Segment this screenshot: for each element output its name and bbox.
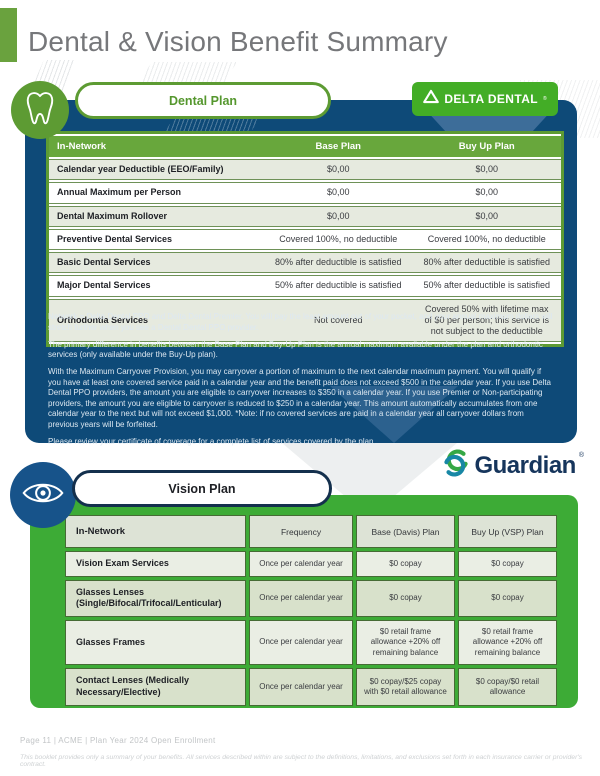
note-paragraph: Please review your certificate of covera… [48, 436, 376, 446]
vision-plan-header-pill: Vision Plan [72, 470, 332, 507]
row-label: Annual Maximum per Person [49, 182, 265, 204]
dental-plan-label: Dental Plan [168, 93, 238, 108]
row-label: Glasses Lenses (Single/Bifocal/Trifocal/… [65, 579, 247, 618]
page-title: Dental & Vision Benefit Summary [28, 26, 448, 57]
tooth-icon [23, 89, 57, 132]
footer-pageline: Page 11 | ACME | Plan Year 2024 Open Enr… [20, 736, 216, 745]
frequency-value: Once per calendar year [249, 579, 353, 618]
buyup-plan-value: $0 retail frame allowance +20% off remai… [457, 620, 557, 666]
registered-mark: ® [543, 96, 547, 102]
vision-table-header-row: In-Network Frequency Base (Davis) Plan B… [65, 515, 557, 548]
buyup-plan-value: 80% after deductible is satisfied [412, 252, 561, 274]
buyup-plan-value: $0,00 [412, 159, 561, 181]
column-header: Buy Up Plan [412, 136, 561, 157]
buyup-plan-value: Covered 100%, no deductible [412, 228, 561, 250]
note-paragraph: With the Maximum Carryover Provision, yo… [48, 367, 551, 429]
base-plan-value: $0,00 [264, 205, 413, 227]
frequency-value: Once per calendar year [249, 620, 353, 666]
eye-icon [21, 478, 65, 513]
column-header: Buy Up (VSP) Plan [457, 515, 557, 548]
row-label: Orthodontia Services [49, 298, 265, 343]
base-plan-value: $0 copay [355, 579, 455, 618]
dental-benefits-table: In-Network Base Plan Buy Up Plan Calenda… [46, 131, 564, 348]
table-row: Calendar year Deductible (EEO/Family) $0… [49, 159, 561, 181]
dental-plan-header-pill: Dental Plan [75, 82, 331, 119]
column-header: In-Network [65, 515, 247, 548]
row-label: Glasses Frames [65, 620, 247, 666]
delta-dental-logo: DELTA DENTAL ® [412, 82, 558, 116]
vision-plan-label: Vision Plan [168, 481, 236, 496]
buyup-plan-value: $0 copay [457, 579, 557, 618]
base-plan-value: Covered 100%, no deductible [264, 228, 413, 250]
table-row: Major Dental Services 50% after deductib… [49, 275, 561, 297]
dental-table-header-row: In-Network Base Plan Buy Up Plan [49, 136, 561, 157]
column-header: In-Network [49, 136, 265, 157]
table-row: Glasses Frames Once per calendar year $0… [65, 620, 557, 666]
vision-icon-badge [10, 462, 76, 528]
base-plan-value: $0,00 [264, 159, 413, 181]
note-paragraph: Network = Delta Dental PPO and Delta Den… [48, 312, 553, 332]
guardian-logo: Guardian ® [441, 448, 584, 483]
base-plan-value: 80% after deductible is satisfied [264, 252, 413, 274]
base-plan-value: Not covered [264, 298, 413, 343]
row-label: Vision Exam Services [65, 551, 247, 577]
dental-icon-badge [11, 81, 69, 139]
buyup-plan-value: $0,00 [412, 182, 561, 204]
row-label: Calendar year Deductible (EEO/Family) [49, 159, 265, 181]
guardian-swirl-icon [441, 448, 471, 483]
table-row: Glasses Lenses (Single/Bifocal/Trifocal/… [65, 579, 557, 618]
vision-benefits-table: In-Network Frequency Base (Davis) Plan B… [62, 512, 560, 709]
dental-plan-notes: Network = Delta Dental PPO and Delta Den… [48, 312, 556, 454]
guardian-wordmark: Guardian [474, 451, 576, 479]
row-label: Preventive Dental Services [49, 228, 265, 250]
table-row: Vision Exam Services Once per calendar y… [65, 551, 557, 577]
note-paragraph: The primary difference in benefits betwe… [48, 339, 543, 360]
column-header: Base (Davis) Plan [355, 515, 455, 548]
base-plan-value: 50% after deductible is satisfied [264, 275, 413, 297]
buyup-plan-value: 50% after deductible is satisfied [412, 275, 561, 297]
buyup-plan-value: $0 copay/$0 retail allowance [457, 668, 557, 706]
delta-triangle-icon [423, 89, 440, 109]
base-plan-value: $0,00 [264, 182, 413, 204]
base-plan-value: $0 copay [355, 551, 455, 577]
table-row: Orthodontia Services Not covered Covered… [49, 298, 561, 343]
table-row: Dental Maximum Rollover $0,00 $0,00 [49, 205, 561, 227]
table-row: Contact Lenses (Medically Necessary/Elec… [65, 668, 557, 706]
column-header: Frequency [249, 515, 353, 548]
row-label: Major Dental Services [49, 275, 265, 297]
table-row: Annual Maximum per Person $0,00 $0,00 [49, 182, 561, 204]
buyup-plan-value: $0 copay [457, 551, 557, 577]
delta-dental-wordmark: DELTA DENTAL [444, 92, 538, 106]
row-label: Dental Maximum Rollover [49, 205, 265, 227]
registered-mark: ® [578, 452, 584, 459]
footer-disclaimer: This booklet provides only a summary of … [20, 754, 583, 768]
frequency-value: Once per calendar year [249, 551, 353, 577]
table-row: Basic Dental Services 80% after deductib… [49, 252, 561, 274]
row-label: Basic Dental Services [49, 252, 265, 274]
row-label: Contact Lenses (Medically Necessary/Elec… [65, 668, 247, 706]
base-plan-value: $0 retail frame allowance +20% off remai… [355, 620, 455, 666]
buyup-plan-value: Covered 50% with lifetime max of $0 per … [412, 298, 561, 343]
base-plan-value: $0 copay/$25 copay with $0 retail allowa… [355, 668, 455, 706]
column-header: Base Plan [264, 136, 413, 157]
header-accent-bar [0, 8, 17, 62]
frequency-value: Once per calendar year [249, 668, 353, 706]
table-row: Preventive Dental Services Covered 100%,… [49, 228, 561, 250]
buyup-plan-value: $0,00 [412, 205, 561, 227]
